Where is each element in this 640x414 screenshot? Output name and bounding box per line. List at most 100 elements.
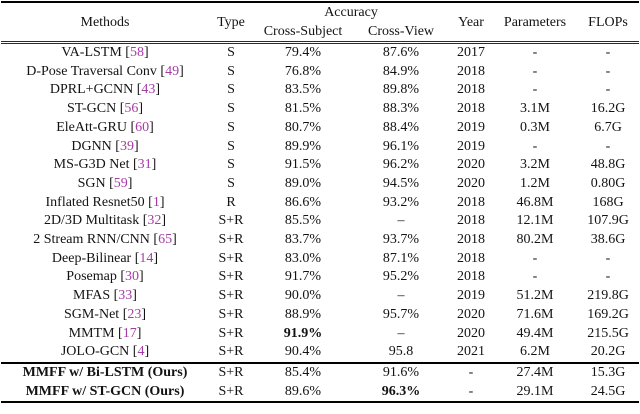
- cross-view-cell: 87.6%: [382, 45, 420, 60]
- cross-view-cell: 84.9%: [382, 63, 420, 79]
- citation-link[interactable]: 23: [127, 306, 142, 322]
- flops-cell: 15.3G: [577, 361, 640, 383]
- type-cell: S+R: [218, 344, 244, 360]
- parameters-cell: -: [532, 138, 538, 154]
- type-cell: S+R: [218, 213, 244, 229]
- parameters-cell: 6.2M: [520, 344, 550, 360]
- citation-link[interactable]: 39: [119, 138, 134, 154]
- method-name: Posemap: [66, 269, 117, 285]
- results-comparison-table: Methods Type Accuracy Year Parameters FL…: [1, 1, 640, 404]
- flops-cell: -: [605, 269, 611, 285]
- cross-view-cell: 95.7%: [382, 306, 420, 322]
- col-header-cross-view: Cross-View: [353, 22, 450, 44]
- method-name: 2 Stream RNN/CNN: [33, 232, 150, 248]
- year-cell: 2018: [457, 194, 486, 210]
- cross-view-cell: 89.8%: [382, 82, 420, 98]
- paper-table-region: Methods Type Accuracy Year Parameters FL…: [1, 1, 640, 404]
- table-row: MMFF w/ ST-GCN (Ours) S+R 89.6% 96.3% - 29.1M…: [1, 383, 639, 403]
- method-name: MS-G3D Net: [53, 157, 130, 173]
- method-cell: ST-GCN [56]: [66, 101, 144, 117]
- type-cell: S: [227, 119, 235, 135]
- cross-subject-cell: 79.4%: [284, 45, 322, 60]
- method-name: 2D/3D Multitask: [43, 213, 140, 229]
- flops-cell: -: [605, 138, 611, 154]
- method-cell: 2 Stream RNN/CNN [65]: [33, 232, 177, 248]
- table-row: SGM-Net [23] S+R 88.9% 95.7% 2020 71.6M 169.2G: [1, 306, 639, 325]
- table-row: MS-G3D Net [31] S 91.5% 96.2% 2020 3.2M 48.8G: [1, 156, 639, 175]
- year-cell: 2020: [457, 175, 486, 191]
- parameters-cell: 46.8M: [516, 194, 554, 210]
- method-name: MMFF w/ ST-GCN (Ours): [25, 383, 185, 399]
- cross-view-cell: 88.4%: [382, 119, 420, 135]
- parameters-cell: -: [532, 82, 538, 98]
- col-header-accuracy: Accuracy: [324, 5, 378, 20]
- parameters-cell: 29.1M: [516, 383, 554, 399]
- citation-link[interactable]: 33: [118, 288, 133, 304]
- cross-subject-cell: 85.4%: [253, 361, 353, 383]
- year-cell: 2020: [457, 157, 486, 173]
- year-cell: 2018: [457, 213, 486, 229]
- method-name: JOLO-GCN: [60, 344, 130, 360]
- method-name: SGN: [77, 175, 106, 191]
- cross-view-cell: –: [397, 325, 405, 341]
- table-row: MMTM [17] S+R 91.9% – 2020 49.4M 215.5G: [1, 325, 639, 344]
- citation-link[interactable]: 43: [141, 82, 156, 98]
- parameters-cell: 27.4M: [493, 361, 578, 383]
- citation-link[interactable]: 59: [113, 175, 128, 191]
- flops-cell: -: [605, 45, 611, 60]
- citation-link[interactable]: 60: [135, 119, 150, 135]
- table-row: DPRL+GCNN [43] S 83.5% 89.8% 2018 - -: [1, 81, 639, 100]
- table-row: Deep-Bilinear [14] S+R 83.0% 87.1% 2018 - -: [1, 250, 639, 269]
- parameters-cell: 49.4M: [516, 325, 554, 341]
- method-cell: Posemap [30]: [66, 269, 144, 285]
- citation-link[interactable]: 32: [147, 213, 162, 229]
- method-name: DGNN: [71, 138, 112, 154]
- method-cell: 2D/3D Multitask [32]: [43, 213, 167, 229]
- table-body: VA-LSTM [58] S 79.4% 87.6% 2017- - D-Pose Trav…: [1, 43, 640, 403]
- cross-subject-cell: 81.5%: [284, 101, 322, 117]
- year-cell: 2017: [457, 45, 486, 60]
- cross-view-cell: 88.3%: [382, 101, 420, 117]
- year-cell: 2019: [457, 138, 486, 154]
- type-cell: S: [227, 157, 235, 173]
- table-row: MFAS [33] S+R 90.0% – 2019 51.2M 219.8G: [1, 287, 639, 306]
- method-cell: VA-LSTM [58]: [61, 45, 149, 60]
- parameters-cell: 3.2M: [520, 157, 550, 173]
- cross-view-cell: –: [397, 213, 405, 229]
- flops-cell: 16.2G: [590, 101, 626, 117]
- method-name: Inflated Resnet50: [45, 194, 145, 210]
- cross-subject-cell: 86.6%: [284, 194, 322, 210]
- cross-subject-cell: 85.5%: [284, 213, 322, 229]
- type-cell: S+R: [218, 325, 244, 341]
- method-name: DPRL+GCNN: [49, 82, 134, 98]
- parameters-cell: 1.2M: [520, 175, 550, 191]
- type-cell: S+R: [218, 269, 244, 285]
- type-cell: S+R: [218, 383, 244, 399]
- cross-subject-cell: 90.0%: [284, 288, 322, 304]
- type-cell: S+R: [218, 232, 244, 248]
- table-row: 2 Stream RNN/CNN [65] S+R 83.7% 93.7% 2018 80…: [1, 231, 639, 250]
- flops-cell: 38.6G: [590, 232, 626, 248]
- citation-link[interactable]: 30: [125, 269, 140, 285]
- citation-link[interactable]: 14: [139, 250, 154, 266]
- method-name: VA-LSTM: [61, 45, 122, 60]
- method-cell: SGM-Net [23]: [63, 306, 147, 322]
- type-cell: S+R: [218, 306, 244, 322]
- citation-link[interactable]: 56: [124, 101, 139, 117]
- parameters-cell: 80.2M: [516, 232, 554, 248]
- cross-view-cell: 87.1%: [382, 250, 420, 266]
- citation-link[interactable]: 49: [165, 63, 180, 79]
- citation-link[interactable]: 1: [152, 194, 160, 210]
- method-cell: MMFF w/ Bi-LSTM (Ours): [1, 361, 209, 383]
- flops-cell: -: [605, 82, 611, 98]
- citation-link[interactable]: 58: [129, 45, 144, 60]
- table-row: DGNN [39] S 89.9% 96.1% 2019 - -: [1, 138, 639, 157]
- cross-view-cell: 93.2%: [382, 194, 420, 210]
- citation-link[interactable]: 31: [137, 157, 152, 173]
- table-header: Methods Type Accuracy Year Parameters FL…: [1, 2, 640, 44]
- citation-link[interactable]: 4: [137, 344, 145, 360]
- citation-link[interactable]: 65: [158, 232, 173, 248]
- citation-link[interactable]: 17: [122, 325, 137, 341]
- method-name: MMFF w/ Bi-LSTM (Ours): [22, 364, 188, 380]
- parameters-cell: -: [532, 250, 538, 266]
